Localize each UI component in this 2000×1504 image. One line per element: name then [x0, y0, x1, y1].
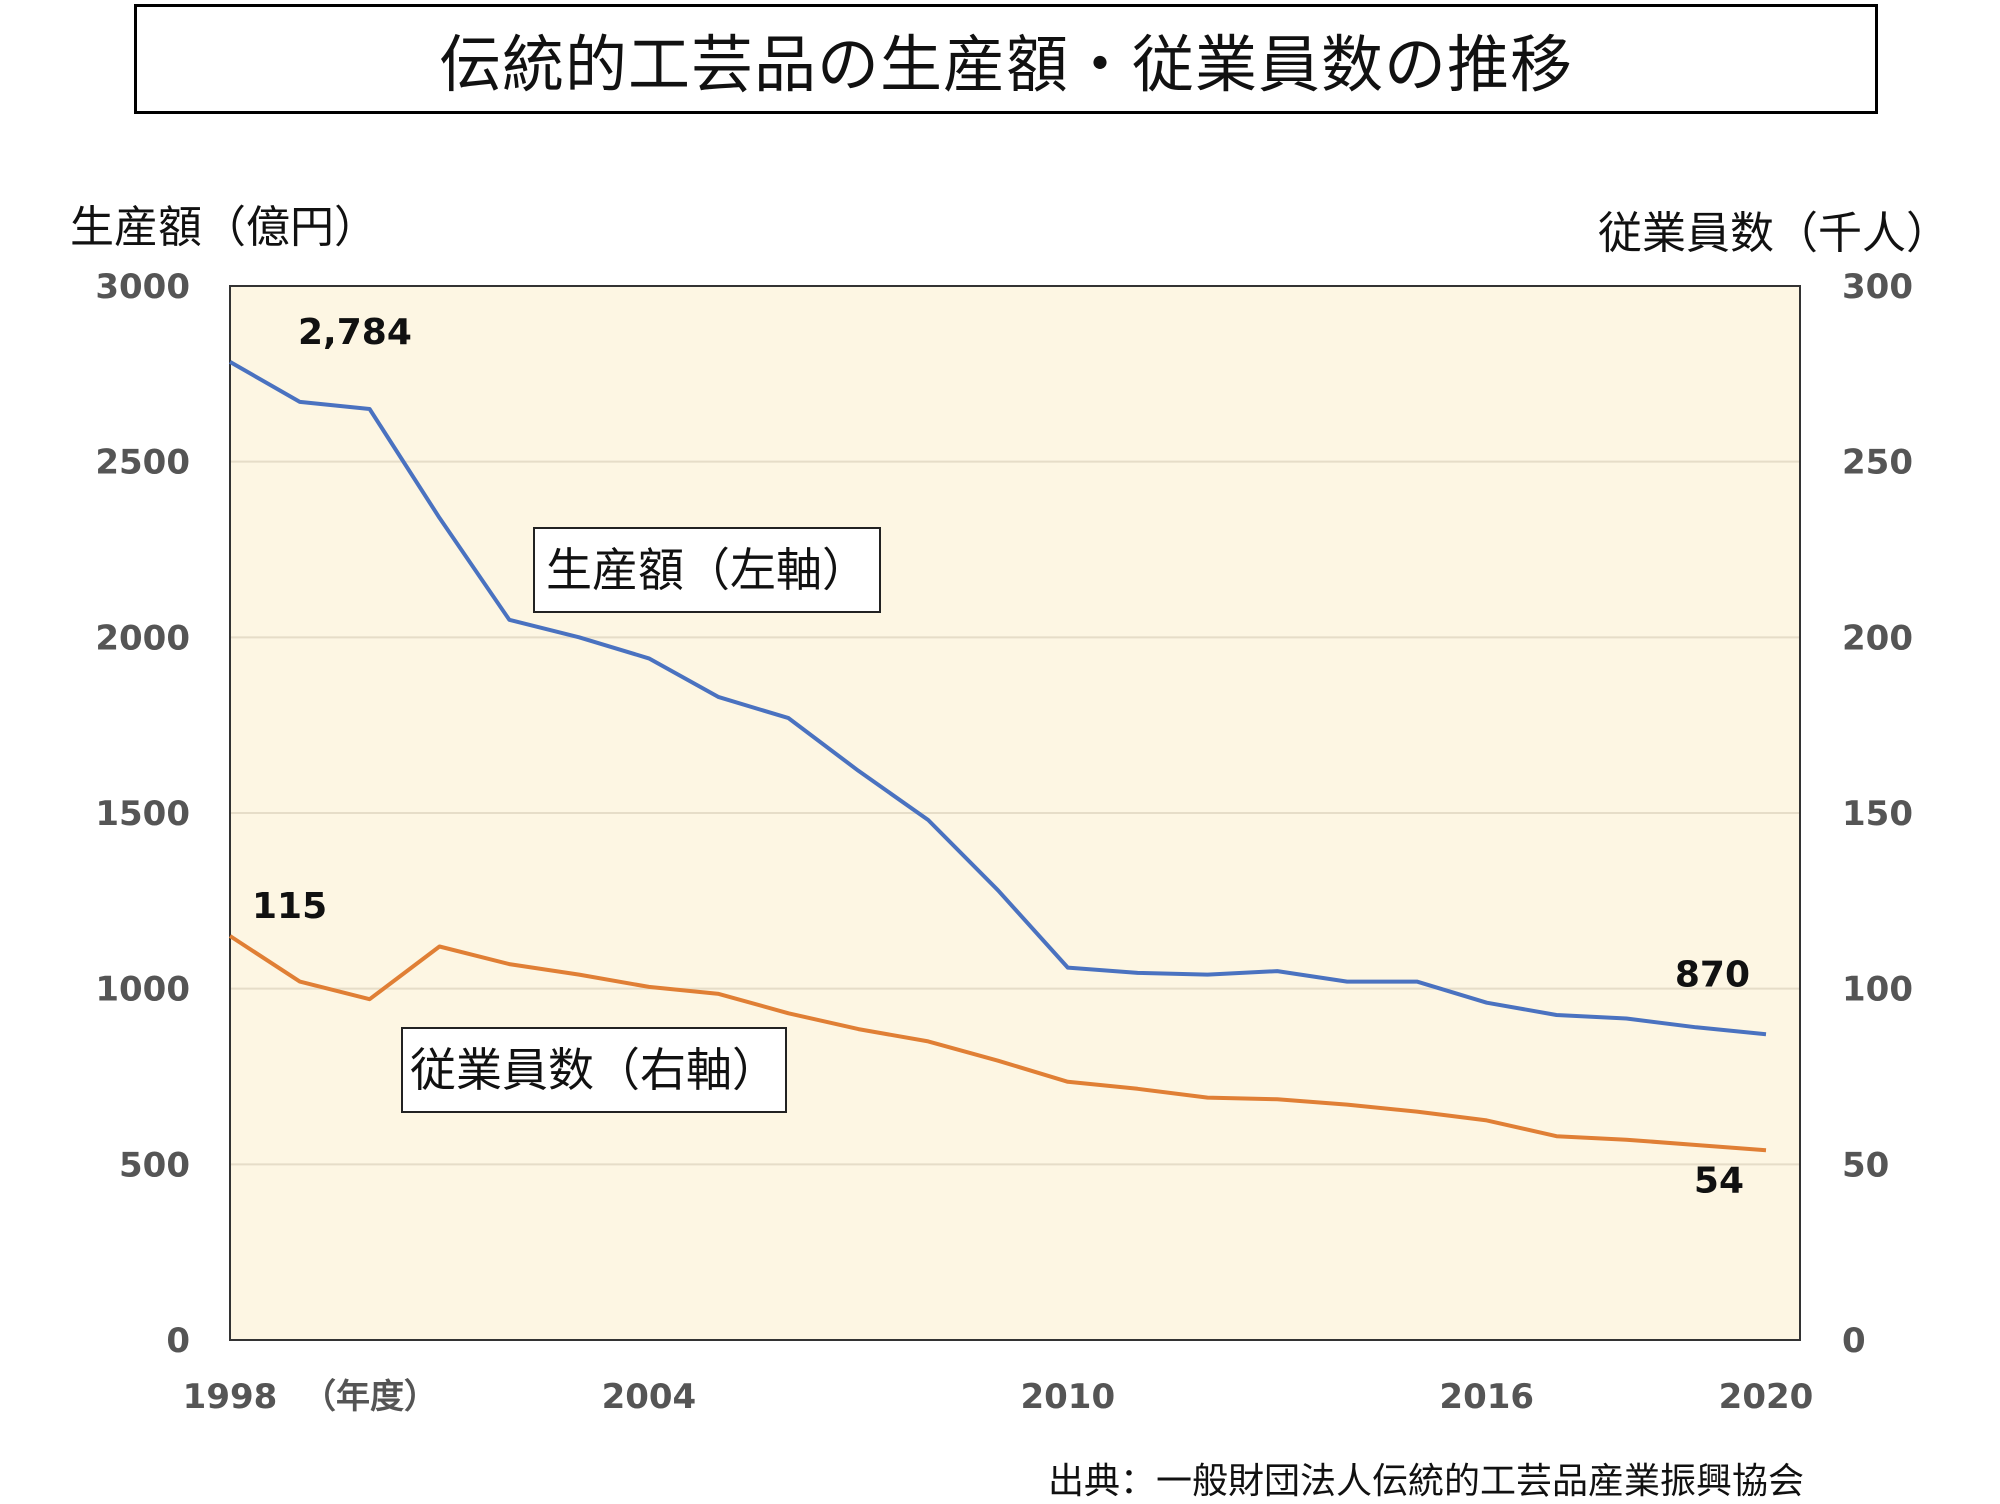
y2-tick-label: 250 [1842, 443, 1913, 483]
y2-tick-label: 100 [1842, 970, 1913, 1010]
plot-border [229, 285, 1801, 1341]
y2-axis-title: 従業員数（千人） [1598, 208, 1950, 259]
x-axis-title: （年度） [302, 1377, 438, 1417]
series-labels: 生産額（左軸） 従業員数（右軸） [401, 527, 881, 1113]
series-label-1: 生産額（左軸） [546, 543, 868, 597]
x-tick-label: 1998 [183, 1377, 278, 1417]
series-line-1 [229, 360, 1767, 1037]
x-tick-label: 2016 [1439, 1377, 1534, 1417]
y-tick-label: 3000 [95, 267, 190, 307]
y2-tick-label: 0 [1842, 1321, 1866, 1361]
chart-title: 伝統的工芸品の生産額・従業員数の推移 [134, 4, 1878, 114]
series-label-box-2 [401, 1027, 787, 1113]
y2-tick-label: 300 [1842, 267, 1913, 307]
source-note: 出典：一般財団法人伝統的工芸品産業振興協会 [1048, 1461, 1805, 1502]
series-line-2 [228, 934, 1767, 1153]
series-label-box-1 [533, 527, 881, 613]
y2-tick-label: 50 [1842, 1145, 1889, 1185]
y-axis-title: 生産額（億円） [70, 202, 378, 253]
data-label: 870 [1675, 954, 1750, 995]
y2-tick-label: 200 [1842, 618, 1913, 658]
axes: 0 500 1000 1500 2000 2500 3000 0 50 100 150 200 250 3… [95, 267, 1913, 1417]
data-label: 2,784 [298, 312, 412, 353]
x-tick-label: 2010 [1020, 1377, 1115, 1417]
gridlines [230, 460, 1800, 1166]
y-tick-label: 1000 [95, 970, 190, 1010]
data-labels: 2,784 870 115 54 [252, 312, 1750, 1201]
y-tick-label: 500 [119, 1145, 190, 1185]
data-label: 115 [252, 886, 327, 927]
y-tick-label: 0 [166, 1321, 190, 1361]
y-tick-label: 1500 [95, 794, 190, 834]
y-tick-label: 2000 [95, 618, 190, 658]
x-tick-label: 2004 [602, 1377, 697, 1417]
series-lines [228, 360, 1767, 1153]
y2-tick-label: 150 [1842, 794, 1913, 834]
x-tick-label: 2020 [1719, 1377, 1814, 1417]
series-label-2: 従業員数（右軸） [410, 1043, 778, 1097]
y-tick-label: 2500 [95, 443, 190, 483]
data-label: 54 [1694, 1160, 1744, 1201]
